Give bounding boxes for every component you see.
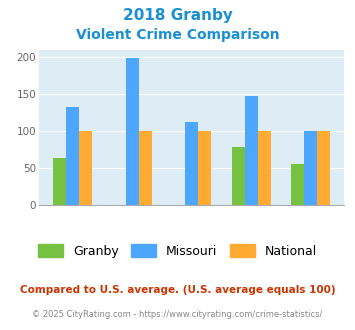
Legend: Granby, Missouri, National: Granby, Missouri, National — [38, 244, 317, 258]
Bar — [198, 131, 211, 205]
Bar — [258, 131, 271, 205]
Bar — [79, 131, 92, 205]
Bar — [185, 122, 198, 205]
Bar — [317, 131, 331, 205]
Bar — [291, 164, 304, 205]
Bar — [304, 131, 317, 205]
Bar — [126, 58, 139, 205]
Bar — [231, 147, 245, 205]
Text: © 2025 CityRating.com - https://www.cityrating.com/crime-statistics/: © 2025 CityRating.com - https://www.city… — [32, 310, 323, 319]
Bar — [245, 96, 258, 205]
Bar — [139, 131, 152, 205]
Text: Compared to U.S. average. (U.S. average equals 100): Compared to U.S. average. (U.S. average … — [20, 285, 335, 295]
Text: 2018 Granby: 2018 Granby — [122, 8, 233, 23]
Bar — [66, 107, 79, 205]
Bar — [53, 158, 66, 205]
Text: Violent Crime Comparison: Violent Crime Comparison — [76, 28, 279, 42]
